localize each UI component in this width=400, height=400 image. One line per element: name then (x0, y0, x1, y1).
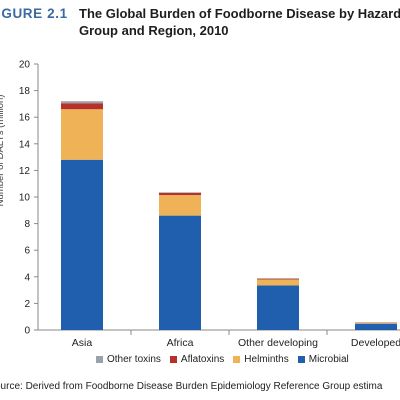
figure-label: IGURE 2.1 (0, 6, 68, 21)
bar-microbial-other-developing (257, 285, 299, 330)
legend-swatch (96, 356, 103, 363)
bar-other-toxins-other-developing (257, 278, 299, 279)
x-category-label: Other developing (238, 337, 318, 349)
legend-swatch (297, 356, 305, 363)
bar-other-toxins-africa (159, 192, 201, 194)
legend-item-other-toxins: Other toxins (96, 354, 161, 365)
bar-microbial-developed (355, 324, 397, 330)
chart-axes: 0 2 4 6 8 10 12 14 16 18 20 Number of DALYs (millio… (0, 60, 400, 349)
bar-other-toxins-developed (355, 322, 397, 323)
legend-item-helminths: Helminths (233, 354, 289, 365)
chart-title: The Global Burden of Foodborne Disease b… (79, 6, 400, 38)
bar-other-toxins-asia (61, 101, 103, 104)
x-category-label: Asia (72, 337, 93, 349)
bar-microbial-asia (61, 159, 103, 330)
legend-swatch (233, 356, 241, 363)
y-tick-label: 18 (19, 86, 31, 97)
bar-helminths-africa (159, 195, 201, 216)
y-tick-label: 4 (24, 272, 30, 283)
y-tick-label: 12 (19, 166, 31, 177)
x-category-label: Developed (351, 337, 400, 349)
y-tick-label: 16 (19, 113, 31, 124)
bar-helminths-other-developing (257, 279, 299, 286)
legend-label: Microbial (308, 354, 349, 365)
chart-legend: Other toxins Aflatoxins Helminths Microbial (96, 354, 349, 365)
bar-aflatoxins-asia (61, 103, 103, 110)
legend-item-microbial: Microbial (297, 354, 349, 365)
legend-swatch (169, 356, 177, 363)
y-tick-label: 14 (19, 139, 31, 150)
y-tick-label: 10 (19, 193, 31, 204)
legend-label: Other toxins (107, 354, 161, 365)
legend-label: Helminths (244, 354, 289, 365)
bar-microbial-africa (159, 215, 201, 330)
y-tick-label: 6 (24, 246, 30, 257)
legend-label: Aflatoxins (180, 354, 225, 365)
x-category-label: Africa (167, 337, 194, 349)
y-axis-label: Number of DALYs (million) (0, 95, 6, 207)
y-tick-label: 2 (24, 299, 30, 310)
y-tick-label: 20 (19, 60, 31, 71)
legend-item-aflatoxins: Aflatoxins (169, 354, 225, 365)
chart-bars (61, 101, 397, 330)
bar-helminths-developed (355, 323, 397, 325)
bar-aflatoxins-other-developing (257, 278, 299, 280)
bar-helminths-asia (61, 109, 103, 160)
y-tick-label: 8 (24, 219, 30, 230)
y-tick-label: 0 (24, 326, 30, 337)
bar-aflatoxins-africa (159, 193, 201, 196)
source-note: ource: Derived from Foodborne Disease Bu… (0, 381, 383, 392)
